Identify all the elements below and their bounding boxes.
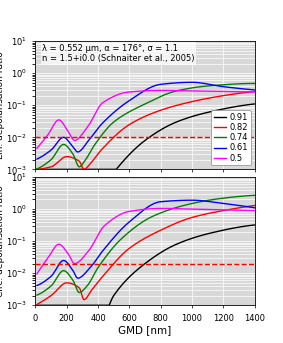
X-axis label: GMD [nm]: GMD [nm] [118, 326, 172, 335]
Y-axis label: Lin. depolarisation ratio: Lin. depolarisation ratio [0, 51, 5, 159]
Text: λ = 0.552 μm, α = 176°, σ = 1.1
n = 1.5+i0.0 (Schnaiter et al., 2005): λ = 0.552 μm, α = 176°, σ = 1.1 n = 1.5+… [42, 44, 194, 63]
Legend: 0.91, 0.82, 0.74, 0.61, 0.5: 0.91, 0.82, 0.74, 0.61, 0.5 [211, 110, 250, 165]
Y-axis label: Circ. depolarisation ratio: Circ. depolarisation ratio [0, 185, 5, 297]
